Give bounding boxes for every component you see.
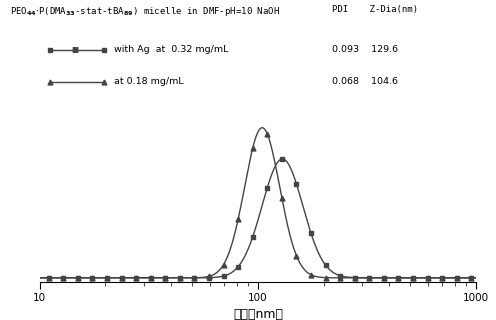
Text: 0.093    129.6: 0.093 129.6 (332, 45, 398, 54)
Text: ———■———: ———■——— (55, 44, 96, 55)
Text: PDI    Z-Dia(nm): PDI Z-Dia(nm) (332, 5, 418, 14)
X-axis label: 直径（nm）: 直径（nm） (233, 308, 283, 320)
Text: with Ag  at  0.32 mg/mL: with Ag at 0.32 mg/mL (114, 45, 229, 54)
Text: PEO$_{\mathbf{44}}$$\cdot$P(DMA$_{\mathbf{33}}$-stat-tBA$_{\mathbf{89}}$) micell: PEO$_{\mathbf{44}}$$\cdot$P(DMA$_{\mathb… (10, 5, 280, 18)
Text: 0.068    104.6: 0.068 104.6 (332, 77, 398, 86)
Text: at 0.18 mg/mL: at 0.18 mg/mL (114, 77, 184, 86)
